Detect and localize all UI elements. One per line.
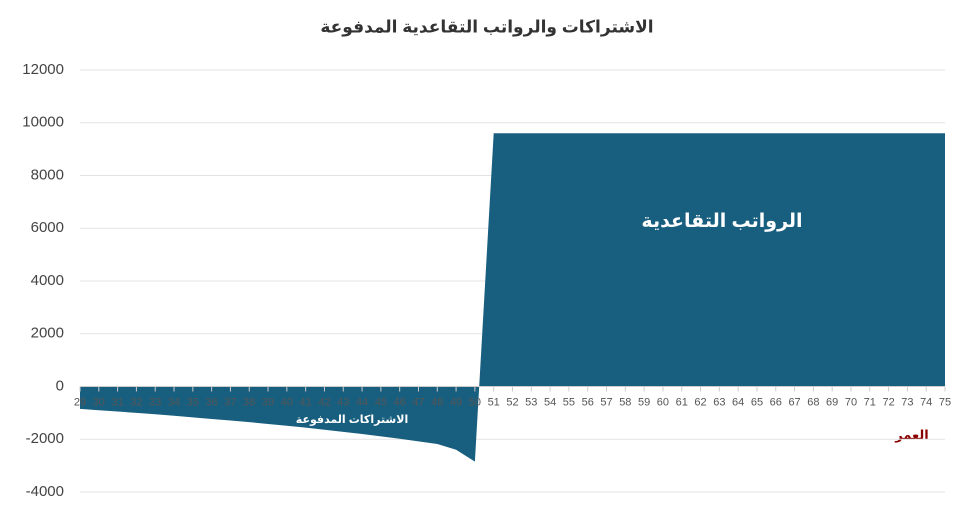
x-tick-label: 47 bbox=[412, 396, 424, 408]
x-tick-label: 56 bbox=[582, 396, 594, 408]
x-tick-label: 34 bbox=[168, 396, 180, 408]
x-tick-label: 54 bbox=[544, 396, 556, 408]
x-tick-label: 37 bbox=[224, 396, 236, 408]
x-tick-label: 58 bbox=[619, 396, 631, 408]
y-tick-label: -2000 bbox=[26, 430, 64, 447]
x-tick-label: 55 bbox=[563, 396, 575, 408]
x-axis-label: العمر bbox=[894, 427, 928, 442]
x-tick-label: 60 bbox=[657, 396, 669, 408]
x-tick-label: 73 bbox=[901, 396, 913, 408]
x-tick-label: 53 bbox=[525, 396, 537, 408]
x-tick-label: 41 bbox=[300, 396, 312, 408]
x-tick-label: 74 bbox=[920, 396, 932, 408]
x-tick-label: 71 bbox=[864, 396, 876, 408]
y-tick-label: 6000 bbox=[31, 219, 64, 236]
x-tick-label: 45 bbox=[375, 396, 387, 408]
area bbox=[80, 133, 945, 462]
x-tick-label: 46 bbox=[394, 396, 406, 408]
annotation: الاشتراكات المدفوعة bbox=[296, 414, 408, 426]
x-tick-label: 48 bbox=[431, 396, 443, 408]
x-tick-label: 35 bbox=[187, 396, 199, 408]
y-tick-label: 8000 bbox=[31, 166, 64, 183]
x-tick-label: 50 bbox=[469, 396, 481, 408]
x-tick-label: 52 bbox=[506, 396, 518, 408]
x-tick-label: 29 bbox=[74, 396, 86, 408]
annotation: الرواتب التقاعدية bbox=[641, 211, 802, 232]
x-tick-label: 43 bbox=[337, 396, 349, 408]
x-tick-label: 33 bbox=[149, 396, 161, 408]
x-tick-label: 30 bbox=[93, 396, 105, 408]
x-tick-label: 65 bbox=[751, 396, 763, 408]
y-tick-label: 2000 bbox=[31, 325, 64, 342]
x-tick-label: 66 bbox=[770, 396, 782, 408]
y-tick-label: 0 bbox=[56, 377, 64, 394]
x-tick-label: 64 bbox=[732, 396, 744, 408]
x-tick-label: 75 bbox=[939, 396, 951, 408]
chart-title: الاشتراكات والرواتب التقاعدية المدفوعة bbox=[320, 17, 653, 37]
x-tick-label: 36 bbox=[206, 396, 218, 408]
x-tick-label: 39 bbox=[262, 396, 274, 408]
y-tick-label: 4000 bbox=[31, 272, 64, 289]
x-tick-label: 42 bbox=[318, 396, 330, 408]
x-tick-label: 32 bbox=[130, 396, 142, 408]
x-tick-label: 49 bbox=[450, 396, 462, 408]
y-tick-label: 12000 bbox=[22, 61, 64, 78]
y-tick-label: 10000 bbox=[22, 114, 64, 131]
x-tick-label: 40 bbox=[281, 396, 293, 408]
x-tick-label: 63 bbox=[713, 396, 725, 408]
x-tick-label: 57 bbox=[600, 396, 612, 408]
x-tick-label: 72 bbox=[882, 396, 894, 408]
x-tick-label: 31 bbox=[111, 396, 123, 408]
x-tick-label: 38 bbox=[243, 396, 255, 408]
x-tick-label: 59 bbox=[638, 396, 650, 408]
y-tick-label: -4000 bbox=[26, 483, 64, 500]
x-tick-label: 62 bbox=[694, 396, 706, 408]
x-tick-label: 68 bbox=[807, 396, 819, 408]
x-tick-label: 61 bbox=[676, 396, 688, 408]
x-tick-label: 44 bbox=[356, 396, 368, 408]
x-tick-label: 69 bbox=[826, 396, 838, 408]
x-tick-label: 67 bbox=[788, 396, 800, 408]
x-tick-label: 70 bbox=[845, 396, 857, 408]
x-tick-label: 51 bbox=[488, 396, 500, 408]
